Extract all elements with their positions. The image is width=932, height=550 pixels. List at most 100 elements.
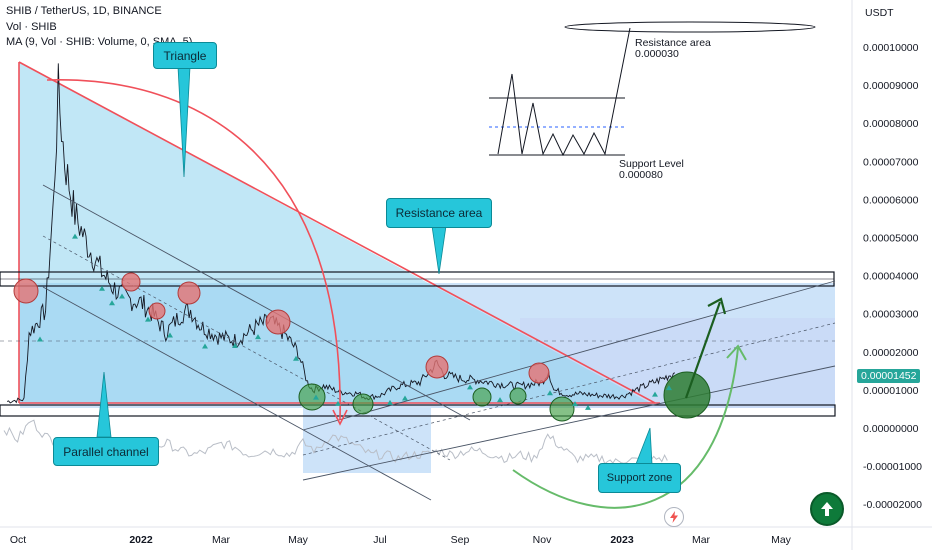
red-circle [13,278,39,304]
green-circle [549,396,575,422]
buy-signal-marker [652,391,658,397]
green-circle [509,387,527,405]
buy-signal-marker [72,233,78,239]
chart-title: SHIB / TetherUS, 1D, BINANCE [6,5,162,17]
buy-signal-marker [335,400,341,406]
resistance-area-callout-text: Resistance area [395,206,483,220]
red-circle [121,272,141,292]
buy-signal-marker [255,334,261,340]
triangle-callout-text: Triangle [163,48,207,63]
buy-signal-marker [37,336,43,342]
price-axis[interactable]: 0.00010000 0.00009000 0.00008000 0.00007000… [863,42,922,511]
time-tick-label: May [288,534,309,546]
current-price-badge: 0.00001452 [857,369,921,383]
schematic-ellipse [564,21,816,33]
arc-arrow-head [332,409,348,426]
rising-line-mid [302,322,836,456]
price-tick-label: 0.00009000 [863,80,919,92]
resistance-text-1: Resistance area [635,37,711,49]
support-zone-callout[interactable]: Support zone [598,463,681,493]
triangle-hypotenuse [18,61,656,404]
channel-line-lower [42,286,432,501]
parallel-channel-callout-text: Parallel channel [63,444,149,459]
buy-signal-marker [109,300,115,306]
schematic-zigzag [497,27,631,157]
buy-signal-marker [402,395,408,401]
volume-legend: Vol · SHIB [6,21,57,33]
green-circle [352,393,374,415]
buy-signal-marker [585,404,591,410]
time-axis[interactable]: Oct 2022 Mar May Jul Sep Nov 2023 Mar May [10,534,792,546]
resistance-callout-pointer [431,225,447,275]
time-tick-label: Jul [373,534,386,546]
parallel-channel-callout[interactable]: Parallel channel [53,437,159,466]
resistance-area-callout[interactable]: Resistance area [386,198,492,228]
buy-signal-marker [99,285,105,291]
support-zone-callout-text: Support zone [606,472,673,484]
support-band [0,404,836,417]
arrow-up-icon [821,502,833,516]
resistance-text-2: 0.000030 [635,48,679,60]
buy-signal-marker [387,399,393,405]
current-price-text: 0.00001452 [861,370,917,382]
buy-signal-marker [167,332,173,338]
ma-label: MA (9, Vol · SHIB: Volume, 0, SMA, 5) [6,36,193,48]
green-circle [472,387,492,407]
buy-signal-marker [232,343,238,349]
time-tick-label: Mar [212,534,231,546]
price-tick-label: 0.00010000 [863,42,919,54]
time-tick-label: Mar [692,534,711,546]
red-circle [528,362,550,384]
price-tick-label: 0.00008000 [863,118,919,130]
channel-line-upper [42,184,471,421]
price-tick-label: 0.00001000 [863,385,919,397]
arc-arrow [46,79,341,421]
red-circle [265,309,291,335]
time-tick-label: Oct [10,534,26,546]
price-tick-label: 0.00007000 [863,156,919,168]
support-curve-arrow-head [726,344,747,361]
buy-signal-marker [666,385,672,391]
price-tick-label: -0.00002000 [863,499,922,511]
lightning-icon[interactable] [664,507,684,527]
buy-signal-marker [202,343,208,349]
time-tick-label: Sep [451,534,470,546]
currency-label: USDT [865,7,894,19]
signal-markers [37,233,672,410]
time-tick-label: Nov [533,534,552,546]
red-circle [148,302,166,320]
breakout-arrow-head [707,297,727,315]
buy-signal-marker [293,355,299,361]
price-tick-label: 0.00004000 [863,271,919,283]
buy-signal-marker [572,401,578,407]
rising-line-lower [302,365,836,481]
support-curve-arrow [512,347,739,509]
price-tick-label: 0.00006000 [863,194,919,206]
time-tick-label: 2023 [610,534,634,546]
red-circle [177,281,201,305]
triangle-callout[interactable]: Triangle [153,42,217,69]
breakout-arrow [684,301,722,399]
buy-signal-marker [145,316,151,322]
buy-signal-marker [467,384,473,390]
buy-signal-marker [313,394,319,400]
price-tick-label: 0.00005000 [863,233,919,245]
price-tick-label: 0.00002000 [863,347,919,359]
price-tick-label: 0.00003000 [863,309,919,321]
buy-signal-marker [547,390,553,396]
support-text-1: Support Level [619,158,684,170]
title-text: SHIB / TetherUS, 1D, BINANCE [6,5,162,17]
time-tick-label: May [771,534,792,546]
rising-line-upper [302,280,836,431]
time-tick-label: 2022 [129,534,153,546]
red-circle [425,355,449,379]
support-text-2: 0.000080 [619,169,663,181]
ma-legend: MA (9, Vol · SHIB: Volume, 0, SMA, 5) [6,36,192,48]
lower-zone-fill [303,408,431,473]
price-tick-label: 0.00000000 [863,423,919,435]
red-circles [13,272,550,384]
scroll-up-button[interactable] [810,492,844,526]
buy-signal-marker [497,397,503,403]
buy-signal-marker [119,293,125,299]
